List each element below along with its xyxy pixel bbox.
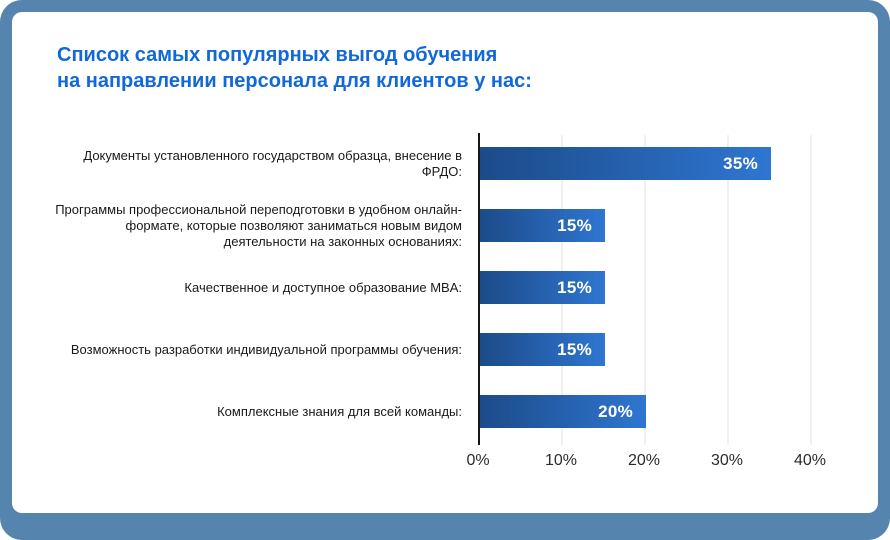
x-tick-label: 0%	[466, 452, 490, 469]
bar: 35%	[480, 147, 771, 180]
page-title-line2: на направлении персонала для клиентов у …	[57, 70, 532, 92]
category-label: Качественное и доступное образование MBA…	[184, 280, 462, 295]
bar-value-label: 15%	[557, 339, 592, 359]
bar: 20%	[480, 395, 646, 428]
plot-area: 35% 15% 15% 15% 20%	[478, 133, 823, 445]
x-tick-label: 20%	[627, 452, 661, 469]
x-tick-label: 10%	[544, 452, 578, 469]
bar: 15%	[480, 271, 605, 304]
category-label: Возможность разработки индивидуальной пр…	[70, 342, 462, 357]
category-label: Комплексные знания для всей команды:	[217, 404, 462, 419]
category-label: Документы установленного государством об…	[83, 148, 462, 179]
gridline	[644, 135, 646, 445]
chart-card	[12, 12, 878, 513]
bar: 15%	[480, 209, 605, 242]
bar: 15%	[480, 333, 605, 366]
category-label: Программы профессиональной переподготовк…	[55, 202, 462, 249]
y-axis-line	[478, 133, 480, 445]
bar-value-label: 35%	[723, 153, 758, 173]
x-tick-label: 30%	[710, 452, 744, 469]
x-axis-ticks: 0% 10% 20% 30% 40%	[466, 452, 826, 474]
bar-value-label: 15%	[557, 277, 592, 297]
gridline	[810, 135, 812, 445]
bar-value-label: 15%	[557, 215, 592, 235]
bar-value-label: 20%	[598, 401, 633, 421]
page-title-line1: Список самых популярных выгод обучения	[57, 44, 498, 66]
gridline	[727, 135, 729, 445]
x-tick-label: 40%	[793, 452, 827, 469]
page-title: Список самых популярных выгод обучения н…	[57, 42, 532, 94]
